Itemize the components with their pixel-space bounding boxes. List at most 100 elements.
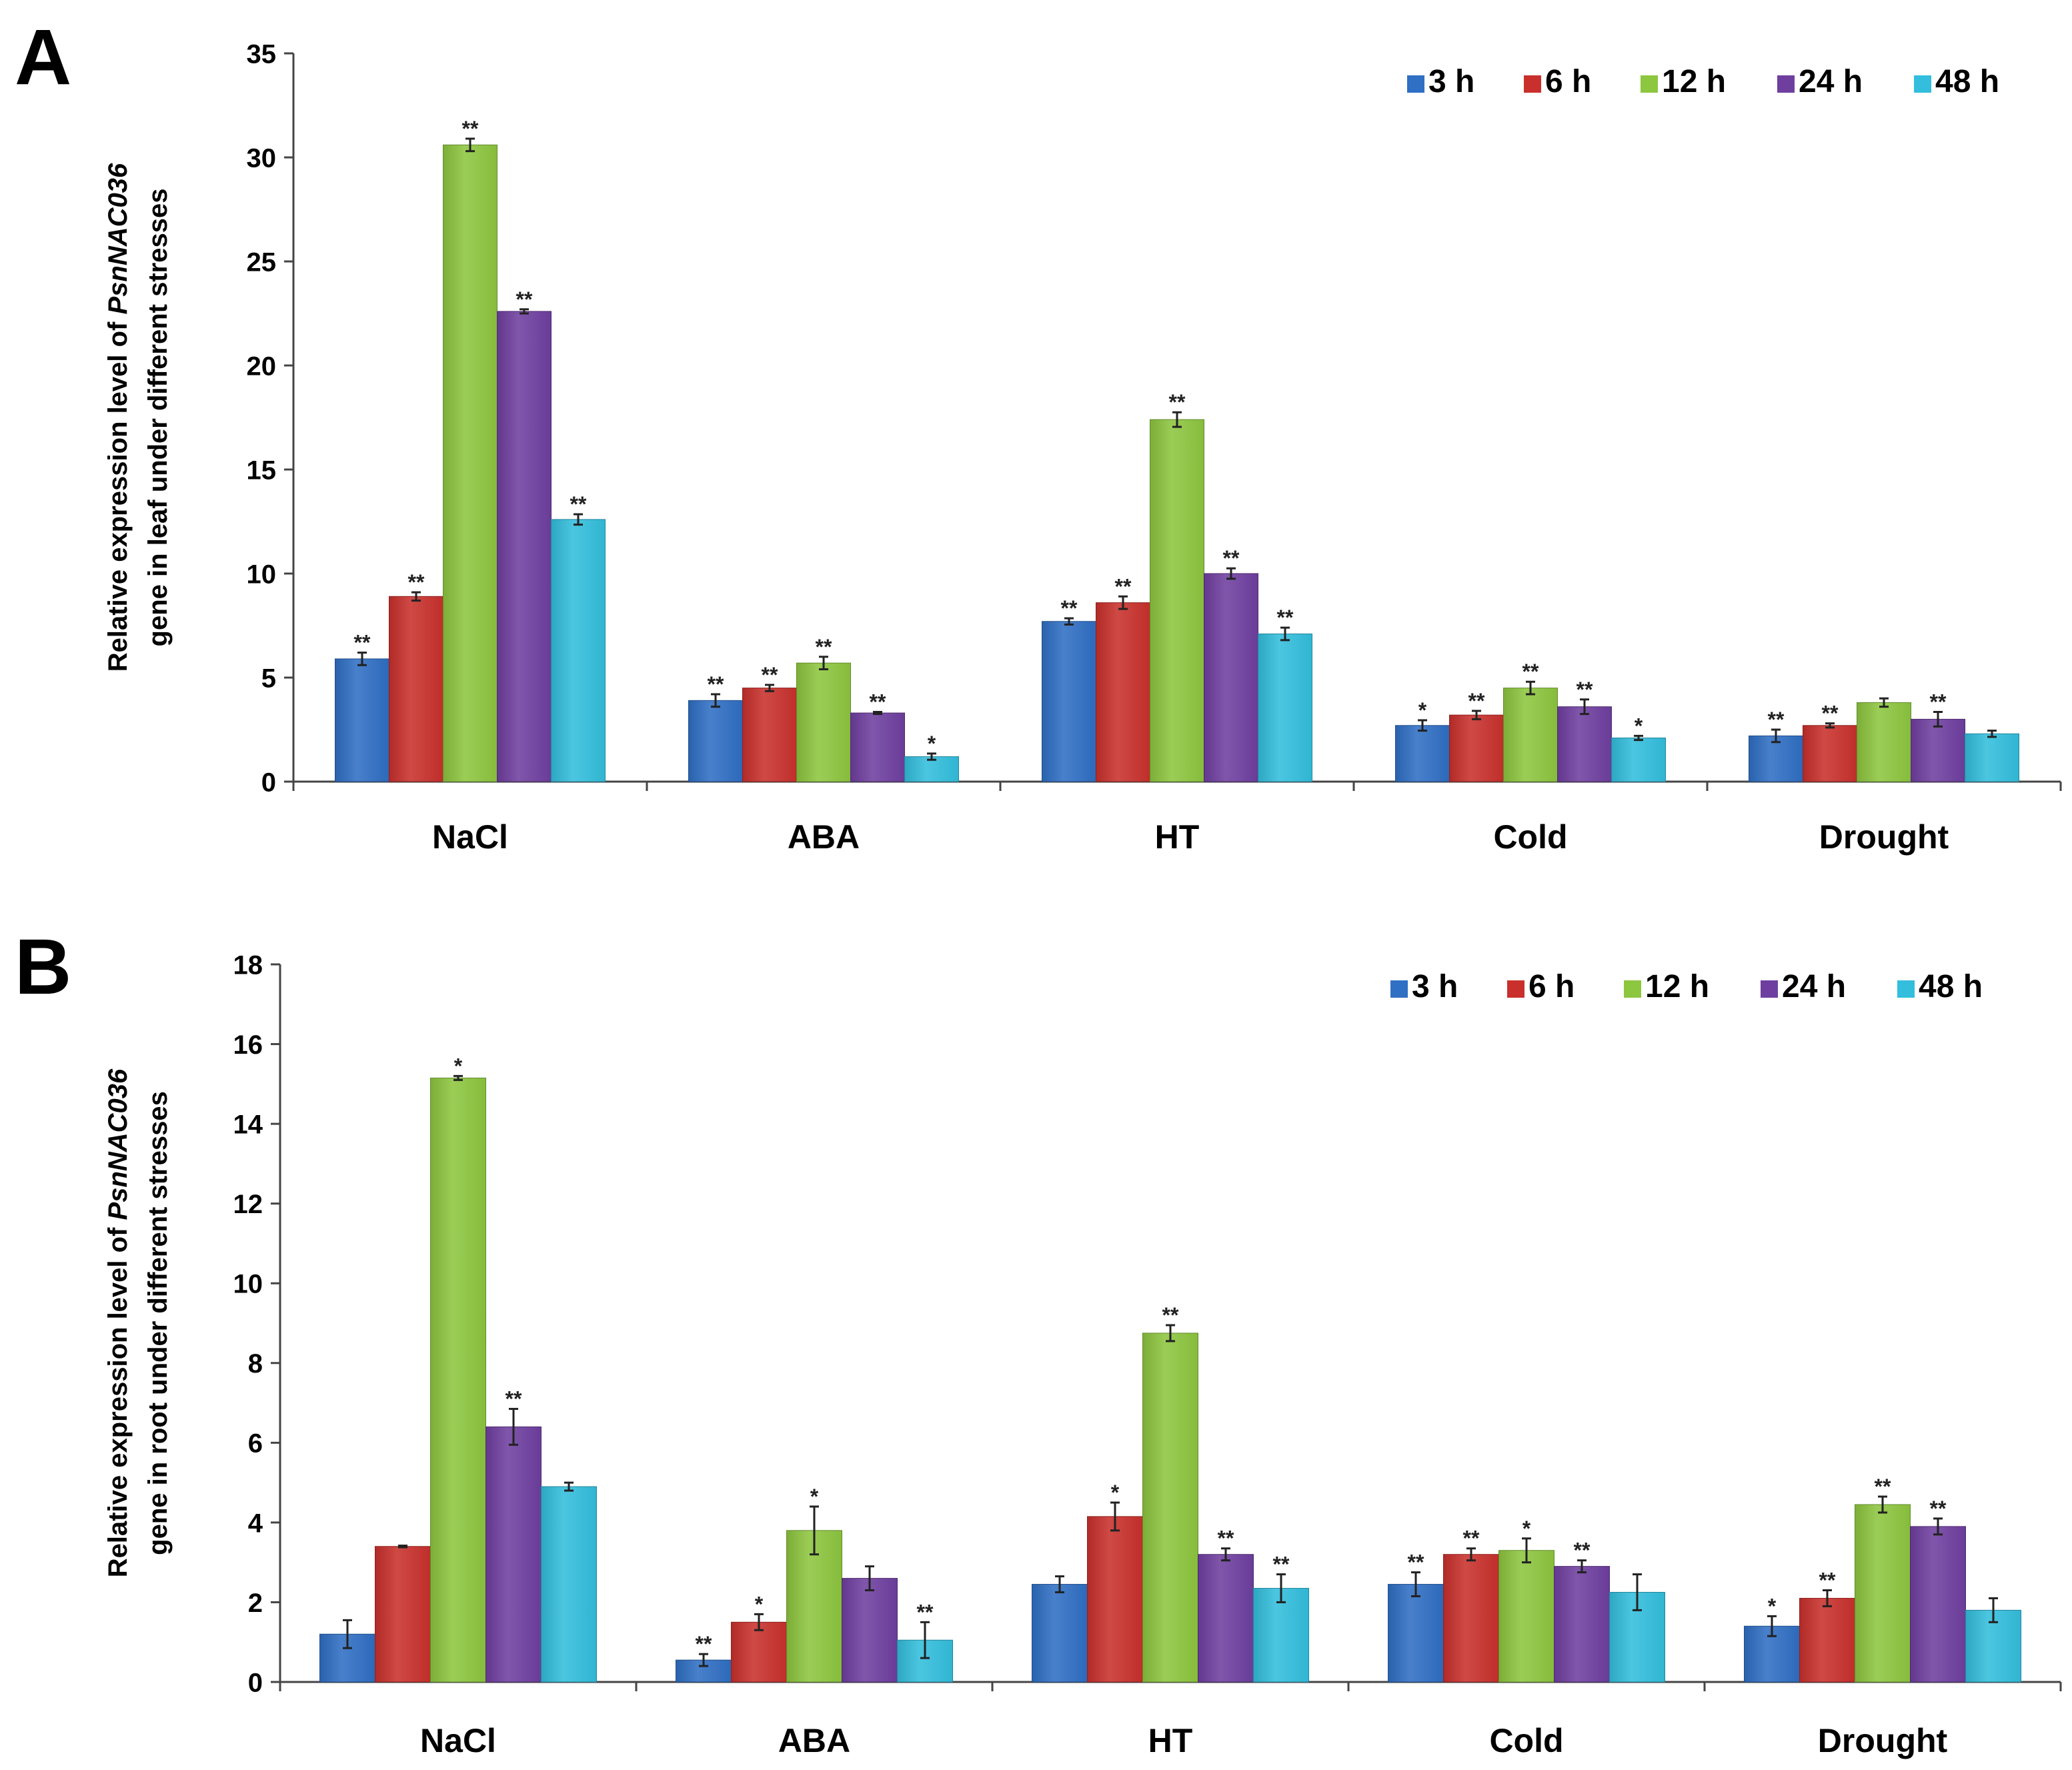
- bar-24h-drought: [1910, 1526, 1966, 1683]
- bar-12h-ht: [1150, 419, 1204, 782]
- legend-label: 6 h: [1528, 969, 1575, 1004]
- category-label-drought: Drought: [1818, 1722, 1948, 1759]
- significance-label: *: [755, 1592, 764, 1616]
- category-label-aba: ABA: [778, 1722, 850, 1759]
- significance-label: **: [1277, 606, 1294, 630]
- legend-label: 3 h: [1412, 969, 1458, 1004]
- significance-label: **: [462, 117, 479, 141]
- bar-24h-ht: [1198, 1554, 1254, 1683]
- bar-48h-drought: [1965, 1609, 2021, 1683]
- legend-label: 3 h: [1428, 64, 1474, 99]
- bar-3h-nacl: [335, 658, 389, 782]
- legend-swatch: [1761, 980, 1778, 998]
- significance-label: **: [1408, 1551, 1424, 1575]
- bar-3h-ht: [1042, 621, 1096, 782]
- legend-label: 6 h: [1545, 64, 1591, 99]
- bar-24h-drought: [1911, 718, 1965, 782]
- bar-6h-aba: [742, 688, 797, 782]
- significance-label: **: [1930, 690, 1947, 714]
- bar-6h-nacl: [389, 596, 443, 782]
- y-tick-label: 14: [233, 1110, 263, 1140]
- y-tick-label: 16: [233, 1030, 263, 1060]
- significance-label: **: [1273, 1553, 1290, 1577]
- legend-swatch: [1777, 75, 1795, 93]
- y-tick-label: 2: [248, 1589, 263, 1618]
- legend-swatch: [1914, 75, 1931, 93]
- significance-label: **: [408, 570, 425, 594]
- legend-label: 24 h: [1782, 969, 1846, 1004]
- significance-label: **: [917, 1600, 934, 1624]
- y-tick-label: 15: [247, 456, 277, 485]
- bar-48h-ht: [1253, 1588, 1309, 1683]
- y-tick-label: 5: [261, 664, 276, 693]
- bar-48h-ht: [1258, 633, 1312, 782]
- significance-label: **: [816, 635, 832, 659]
- bar-3h-ht: [1032, 1584, 1088, 1683]
- bar-6h-drought: [1803, 725, 1857, 782]
- significance-label: **: [1522, 660, 1539, 684]
- y-tick-label: 25: [247, 247, 277, 277]
- significance-label: **: [1169, 390, 1186, 414]
- bar-24h-nacl: [485, 1426, 542, 1683]
- bar-48h-nacl: [541, 1486, 597, 1683]
- y-tick-label: 8: [248, 1349, 263, 1379]
- significance-label: **: [1468, 689, 1485, 713]
- significance-label: *: [454, 1054, 463, 1078]
- legend-swatch: [1524, 75, 1541, 93]
- significance-label: **: [1930, 1497, 1947, 1521]
- significance-label: **: [570, 492, 587, 516]
- category-label-drought: Drought: [1819, 818, 1949, 856]
- significance-label: **: [870, 690, 886, 714]
- legend-swatch: [1641, 75, 1658, 93]
- significance-label: *: [1768, 1594, 1777, 1618]
- significance-label: **: [696, 1632, 712, 1656]
- y-axis-label-gene: PsnNAC036: [103, 163, 133, 315]
- significance-label: **: [1223, 546, 1240, 570]
- significance-label: **: [1577, 678, 1593, 702]
- bar-24h-cold: [1557, 706, 1612, 782]
- significance-label: **: [1819, 1569, 1836, 1593]
- significance-label: *: [1635, 714, 1643, 738]
- bar-48h-drought: [1965, 733, 2019, 782]
- y-axis-label-line2: gene in root under different stresses: [143, 1091, 173, 1555]
- bar-12h-cold: [1498, 1550, 1555, 1683]
- significance-label: **: [516, 287, 533, 311]
- y-tick-label: 18: [233, 950, 263, 980]
- bar-24h-aba: [850, 712, 905, 782]
- y-tick-label: 20: [247, 351, 277, 381]
- significance-label: **: [1875, 1475, 1891, 1499]
- y-tick-label: 35: [247, 39, 277, 69]
- y-tick-label: 30: [247, 143, 277, 173]
- bar-12h-drought: [1857, 702, 1911, 782]
- bar-24h-aba: [842, 1578, 898, 1683]
- bar-12h-cold: [1503, 688, 1558, 782]
- bar-24h-nacl: [497, 311, 552, 782]
- bar-3h-cold: [1388, 1584, 1444, 1683]
- bar-6h-ht: [1096, 602, 1150, 782]
- significance-label: **: [354, 631, 371, 655]
- significance-label: *: [1418, 698, 1427, 722]
- category-label-cold: Cold: [1489, 1722, 1563, 1759]
- category-label-aba: ABA: [788, 818, 860, 856]
- bar-6h-cold: [1449, 714, 1504, 782]
- significance-label: *: [810, 1485, 819, 1509]
- legend-label: 12 h: [1645, 969, 1709, 1004]
- category-label-ht: HT: [1148, 1722, 1193, 1759]
- significance-label: **: [1115, 574, 1132, 598]
- legend-label: 48 h: [1935, 64, 1999, 99]
- significance-label: **: [762, 663, 778, 687]
- y-axis-label-line1: Relative expression level of PsnNAC036: [103, 1068, 133, 1577]
- bar-3h-cold: [1395, 725, 1450, 782]
- significance-label: **: [1463, 1527, 1480, 1551]
- panel-label-a: A: [15, 13, 71, 101]
- y-tick-label: 10: [247, 560, 277, 589]
- y-tick-label: 6: [248, 1429, 263, 1459]
- significance-label: *: [1522, 1517, 1531, 1541]
- significance-label: **: [505, 1387, 522, 1411]
- chart-panel-b: 024681012141618***NaCl******ABA*******HT…: [103, 950, 2062, 1759]
- significance-label: *: [928, 732, 936, 756]
- legend-swatch: [1897, 980, 1915, 998]
- legend-swatch: [1624, 980, 1641, 998]
